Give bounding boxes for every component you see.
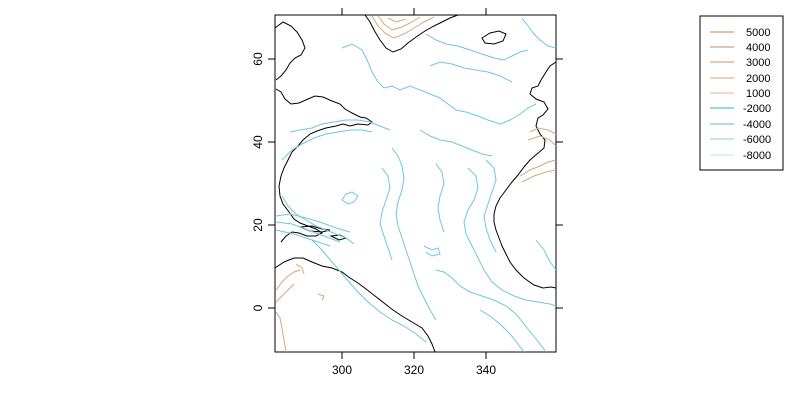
legend-label: 5000 [746, 27, 770, 39]
coastline-europe-africa [493, 61, 557, 289]
y-tick-label: 40 [251, 135, 265, 149]
coastline-north-america [274, 21, 373, 243]
legend-label: -6000 [743, 134, 771, 146]
legend-label: 3000 [746, 57, 770, 69]
ocean-contours [275, 17, 557, 353]
legend-label: 2000 [746, 73, 770, 85]
plot-frame [274, 14, 557, 353]
x-tick-label: 340 [476, 363, 496, 377]
coastline-greenland [364, 14, 459, 53]
legend-entry: -8000 [710, 150, 771, 162]
legend-label: -2000 [743, 103, 771, 115]
coastline-south-america [274, 257, 436, 353]
coastline-iceland [481, 30, 507, 45]
legend: 5000 4000 3000 2000 1000 -2000 -4000 -6 [699, 15, 784, 171]
legend-label: -4000 [743, 119, 771, 131]
x-tick-label: 300 [332, 363, 352, 377]
legend-label: 4000 [746, 42, 770, 54]
legend-entry: -6000 [710, 134, 771, 146]
y-tick-label: 60 [251, 52, 265, 66]
legend-entry: 1000 [710, 88, 770, 100]
legend-entry: 2000 [710, 73, 770, 85]
y-tick-label: 0 [251, 304, 265, 311]
legend-entry: -2000 [710, 103, 771, 115]
legend-label: 1000 [746, 88, 770, 100]
land-contours [275, 15, 557, 353]
legend-label: -8000 [743, 150, 771, 162]
axis-ticks [268, 8, 563, 359]
y-tick-label: 20 [251, 218, 265, 232]
legend-entry: -4000 [710, 119, 771, 131]
legend-entry: 5000 [710, 27, 770, 39]
legend-entry: 3000 [710, 57, 770, 69]
map-content [274, 14, 557, 353]
legend-entry: 4000 [710, 42, 770, 54]
x-tick-label: 320 [404, 363, 424, 377]
